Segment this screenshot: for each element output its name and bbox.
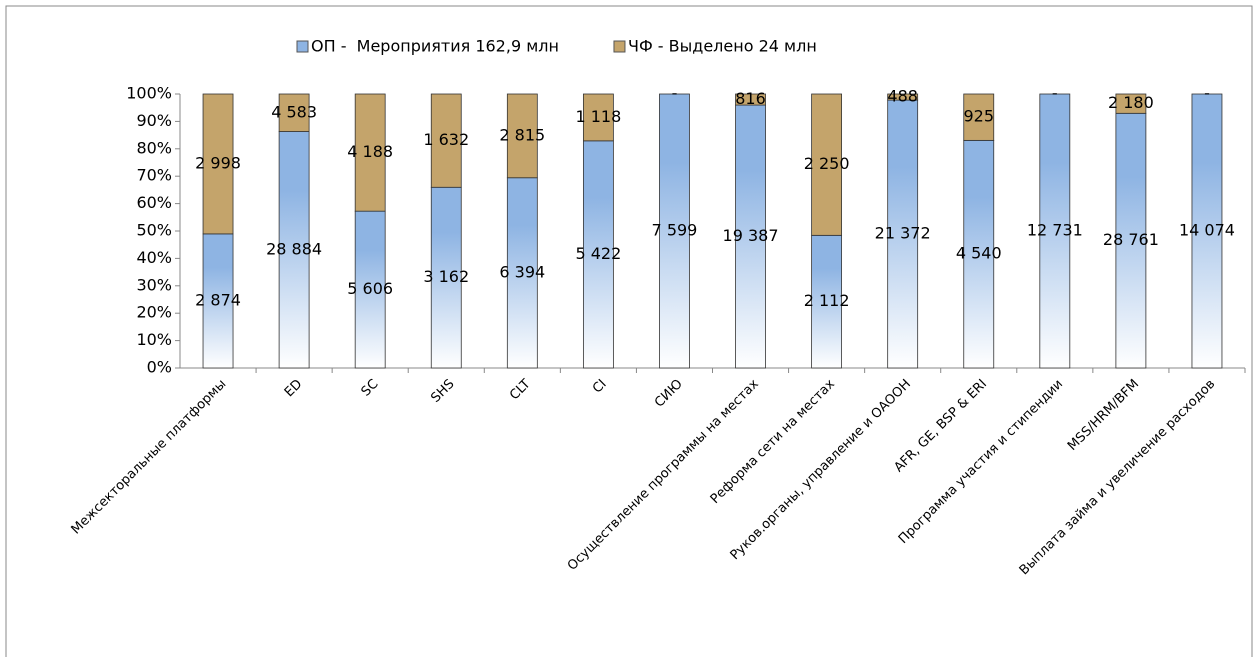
y-tick-label: 60% bbox=[136, 193, 172, 212]
y-tick-label: 0% bbox=[147, 358, 172, 377]
value-label: 1 632 bbox=[423, 130, 469, 149]
bar-segment bbox=[659, 93, 690, 369]
value-label: 2 180 bbox=[1108, 93, 1154, 112]
value-label: 2 112 bbox=[804, 291, 850, 310]
y-tick-label: 30% bbox=[136, 275, 172, 294]
value-label: - bbox=[1204, 84, 1210, 103]
y-tick-label: 40% bbox=[136, 248, 172, 267]
value-label: 5 606 bbox=[347, 279, 393, 298]
value-label: 925 bbox=[963, 107, 994, 126]
value-label: 6 394 bbox=[499, 262, 545, 281]
bar-segment bbox=[354, 93, 386, 212]
value-label: 19 387 bbox=[723, 226, 779, 245]
y-tick-label: 70% bbox=[136, 166, 172, 185]
value-label: 4 540 bbox=[956, 244, 1002, 263]
value-label: 28 761 bbox=[1103, 230, 1159, 249]
y-tick-label: 10% bbox=[136, 330, 172, 349]
bar-segment bbox=[582, 140, 614, 369]
value-label: 14 074 bbox=[1179, 221, 1235, 240]
bar-segment bbox=[887, 93, 919, 101]
value-label: 4 583 bbox=[271, 102, 317, 121]
bar-segment bbox=[506, 93, 538, 179]
legend-swatch bbox=[613, 40, 626, 53]
y-tick-label: 90% bbox=[136, 111, 172, 130]
value-label: 5 422 bbox=[575, 244, 621, 263]
bar-segment bbox=[735, 93, 766, 106]
value-label: 3 162 bbox=[423, 267, 469, 286]
value-label: 816 bbox=[735, 89, 766, 108]
bar-segment bbox=[1115, 112, 1147, 369]
value-label: 1 118 bbox=[575, 107, 621, 126]
y-tick-label: 100% bbox=[126, 84, 172, 103]
bar-segment bbox=[1191, 93, 1223, 369]
value-label: 21 372 bbox=[875, 224, 931, 243]
bar-segment bbox=[811, 234, 843, 369]
y-tick-label: 50% bbox=[136, 221, 172, 240]
legend-swatch bbox=[296, 40, 309, 53]
bar-segment bbox=[582, 93, 614, 142]
value-label: 2 998 bbox=[195, 153, 241, 172]
value-label: - bbox=[1052, 84, 1058, 103]
bar-segment bbox=[430, 93, 462, 188]
value-label: 488 bbox=[887, 87, 918, 106]
bar-segment bbox=[202, 93, 234, 235]
bar-segment bbox=[506, 177, 538, 369]
value-label: 12 731 bbox=[1027, 221, 1083, 240]
bar-segment bbox=[887, 99, 919, 369]
y-tick-label: 80% bbox=[136, 138, 172, 157]
value-label: 28 884 bbox=[266, 239, 322, 258]
bar-segment bbox=[735, 104, 766, 369]
value-label: 4 188 bbox=[347, 142, 393, 161]
y-tick-label: 20% bbox=[136, 303, 172, 322]
value-label: - bbox=[672, 84, 678, 103]
bar-segment bbox=[1039, 93, 1071, 369]
legend-label: ОП - Мероприятия 162,9 млн bbox=[311, 37, 559, 56]
legend-label: ЧФ - Выделено 24 млн bbox=[628, 37, 817, 56]
value-label: 2 250 bbox=[804, 154, 850, 173]
bar-segment bbox=[1115, 93, 1147, 114]
bar-segment bbox=[278, 93, 310, 132]
value-label: 2 874 bbox=[195, 290, 241, 309]
bar-segment bbox=[811, 93, 843, 236]
value-label: 7 599 bbox=[652, 221, 698, 240]
value-label: 2 815 bbox=[499, 125, 545, 144]
bar-segment bbox=[963, 93, 995, 141]
bar-segment bbox=[202, 233, 234, 369]
